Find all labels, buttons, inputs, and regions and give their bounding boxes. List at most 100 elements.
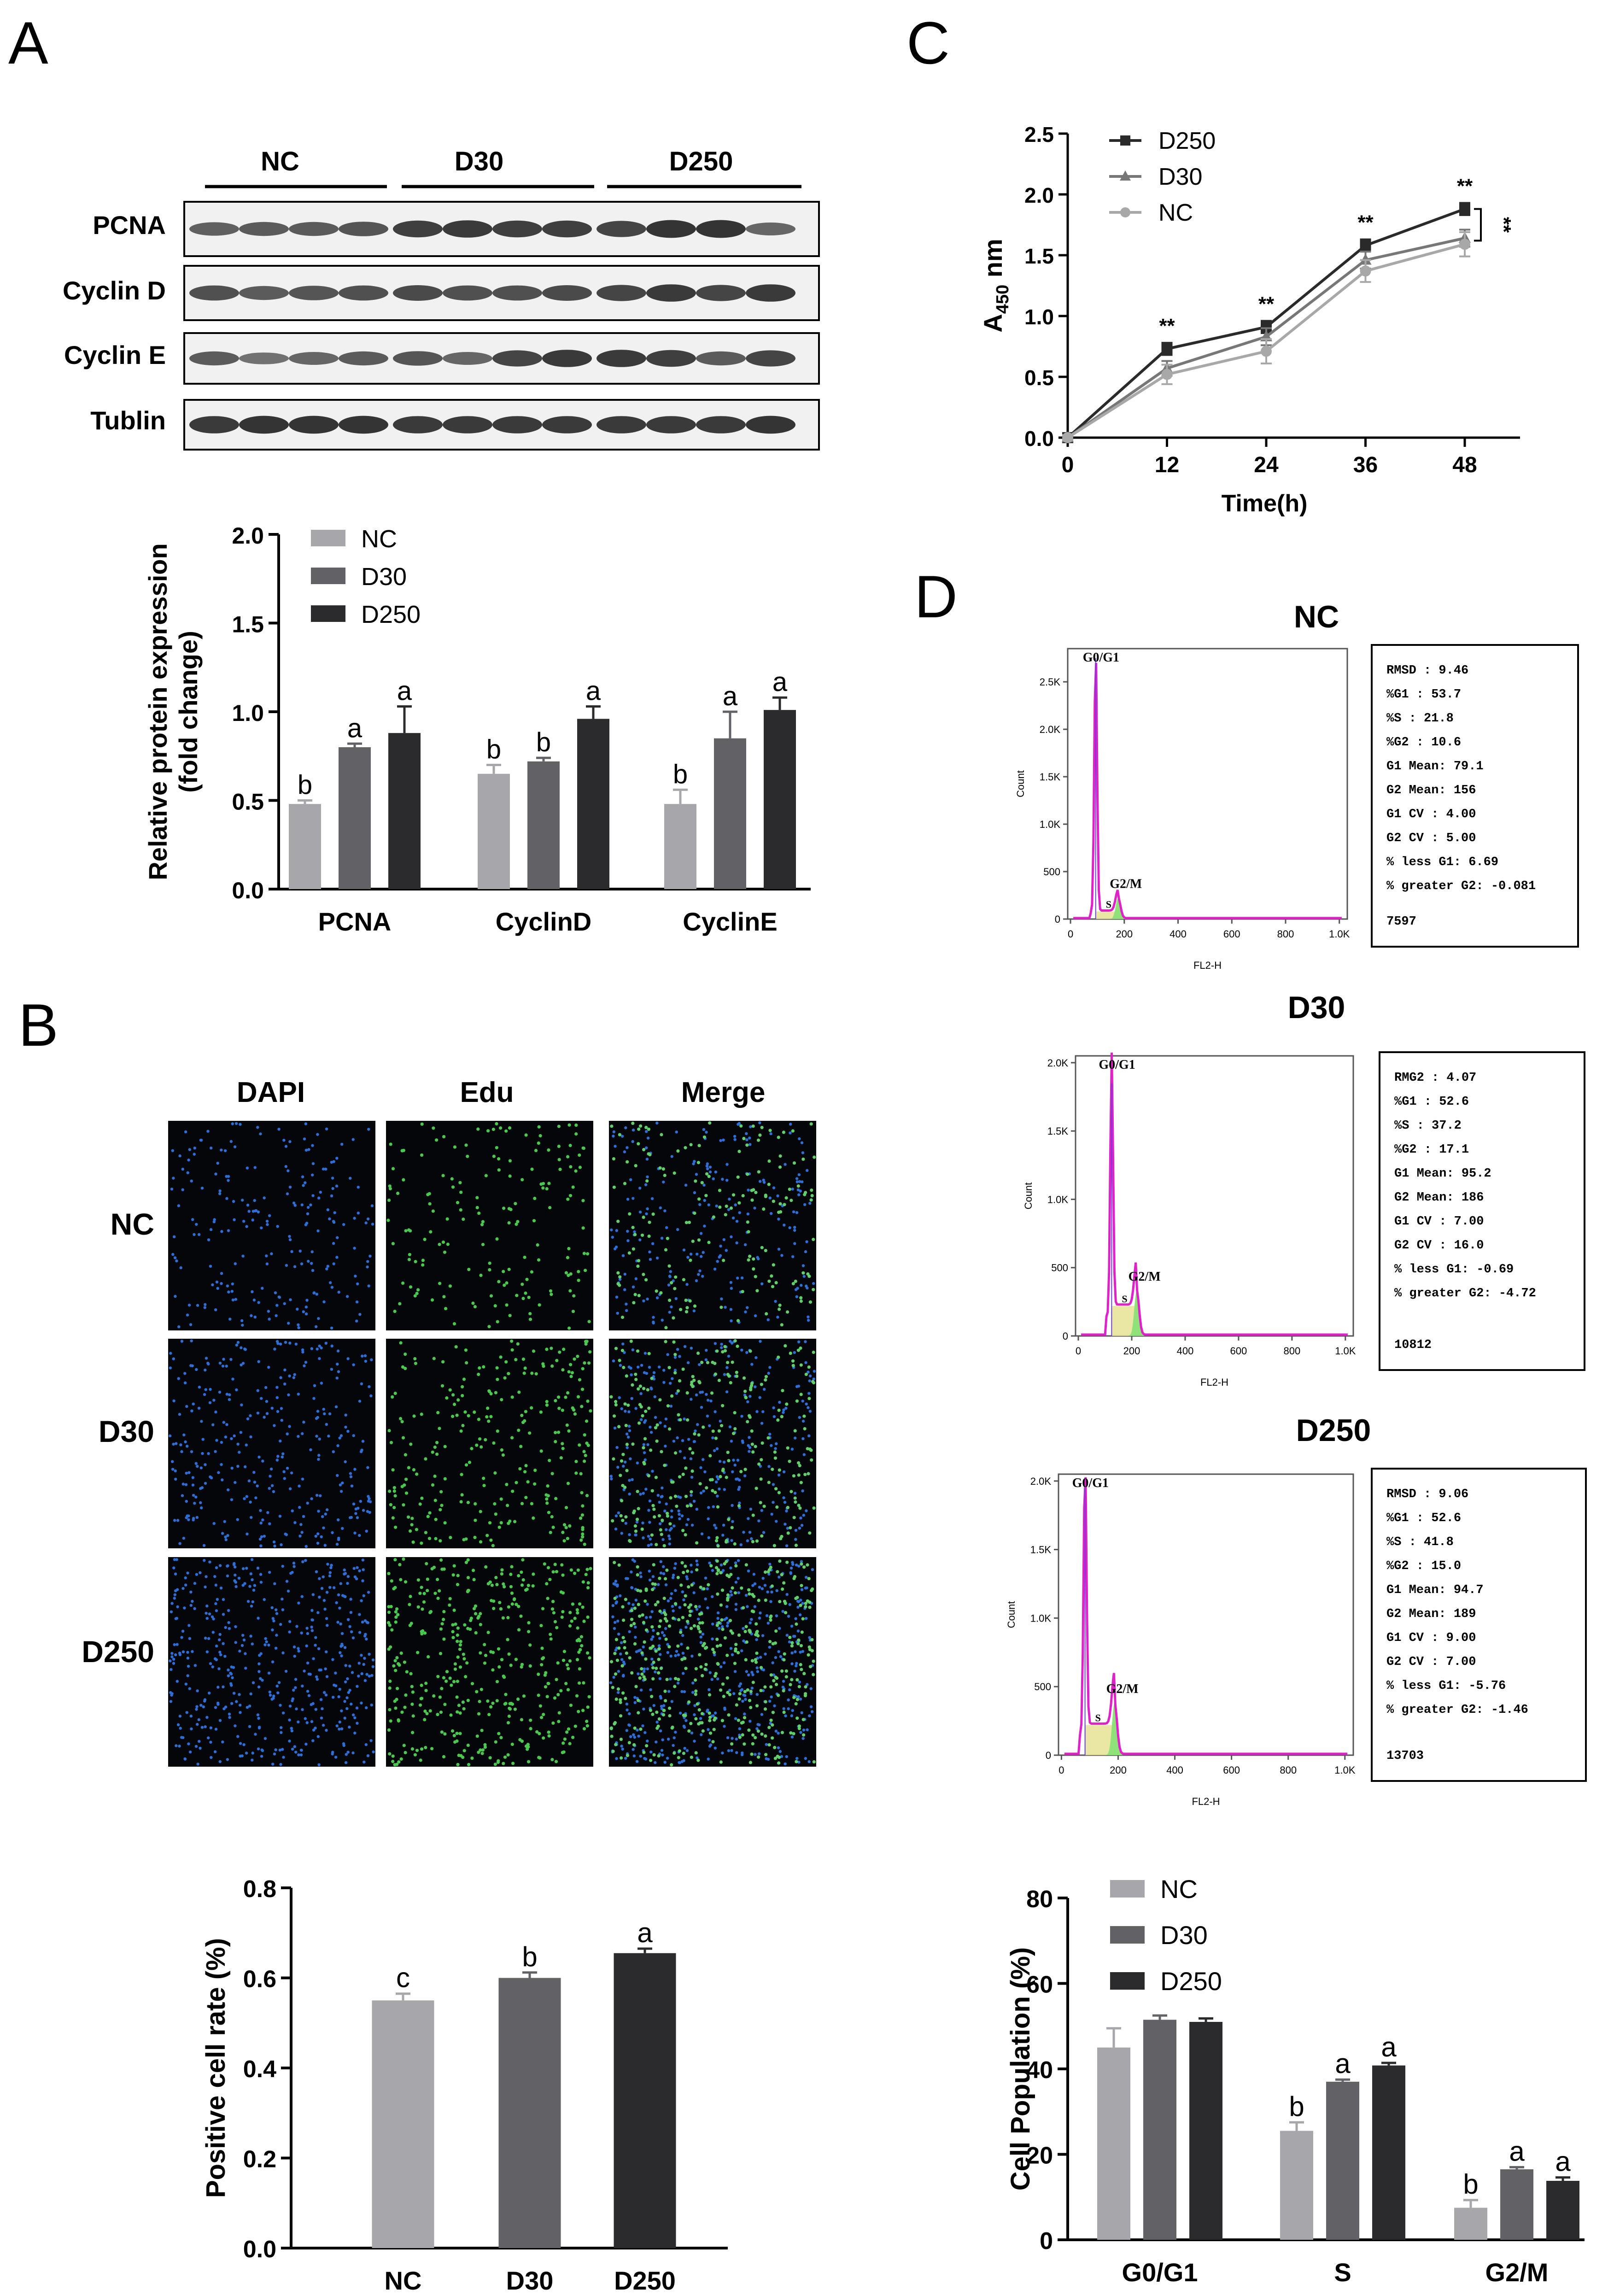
edu-dot bbox=[798, 1464, 801, 1467]
nucleus-dot bbox=[342, 1744, 345, 1747]
nucleus-dot bbox=[745, 1670, 749, 1673]
edu-dot bbox=[789, 1683, 792, 1687]
blot-band bbox=[443, 416, 492, 433]
nucleus-dot bbox=[173, 1643, 176, 1646]
nucleus-dot bbox=[331, 1177, 334, 1180]
nucleus-dot bbox=[614, 1527, 618, 1531]
edu-dot bbox=[725, 1540, 728, 1544]
nucleus-dot bbox=[288, 1487, 292, 1490]
nucleus-dot bbox=[215, 1609, 218, 1612]
edu-dot bbox=[775, 1505, 779, 1509]
nucleus-dot bbox=[702, 1183, 706, 1187]
nucleus-dot bbox=[307, 1672, 310, 1676]
nucleus-dot bbox=[257, 1747, 260, 1751]
nucleus-dot bbox=[744, 1698, 747, 1701]
nucleus-dot bbox=[637, 1672, 640, 1675]
edu-dot bbox=[631, 1383, 634, 1387]
edu-dot bbox=[431, 1450, 434, 1454]
edu-dot bbox=[799, 1644, 803, 1647]
nucleus-dot bbox=[182, 1433, 186, 1436]
nucleus-dot bbox=[685, 1749, 689, 1752]
edu-dot bbox=[516, 1220, 520, 1224]
nucleus-dot bbox=[288, 1718, 291, 1722]
nucleus-dot bbox=[256, 1713, 260, 1716]
nucleus-dot bbox=[760, 1509, 764, 1512]
bar bbox=[339, 747, 371, 889]
edu-dot bbox=[766, 1436, 770, 1440]
y-tick-label: 0 bbox=[1040, 2228, 1053, 2255]
nucleus-dot bbox=[634, 1407, 637, 1410]
edu-dot bbox=[637, 1421, 641, 1425]
nucleus-dot bbox=[169, 1659, 172, 1663]
edu-dot bbox=[767, 1279, 771, 1283]
edu-dot bbox=[567, 1326, 571, 1330]
nucleus-dot bbox=[239, 1711, 242, 1714]
nucleus-dot bbox=[198, 1233, 201, 1236]
nucleus-dot bbox=[317, 1647, 321, 1651]
nucleus-dot bbox=[638, 1648, 642, 1652]
nucleus-dot bbox=[639, 1688, 643, 1692]
nucleus-dot bbox=[727, 1208, 731, 1211]
nucleus-dot bbox=[611, 1604, 615, 1607]
edu-dot bbox=[661, 1713, 666, 1716]
nucleus-dot bbox=[220, 1230, 223, 1233]
nucleus-dot bbox=[277, 1128, 281, 1131]
nucleus-dot bbox=[198, 1740, 201, 1743]
nucleus-dot bbox=[209, 1662, 212, 1665]
nucleus-dot bbox=[747, 1189, 750, 1192]
x-tick-label: 400 bbox=[1177, 1345, 1194, 1357]
edu-dot bbox=[416, 1651, 420, 1654]
nucleus-dot bbox=[191, 1476, 195, 1479]
edu-dot bbox=[451, 1393, 455, 1397]
nucleus-dot bbox=[805, 1284, 808, 1288]
edu-dot bbox=[696, 1758, 700, 1762]
edu-dot bbox=[746, 1688, 749, 1692]
edu-dot bbox=[777, 1136, 780, 1139]
edu-dot bbox=[788, 1635, 792, 1639]
nucleus-dot bbox=[724, 1306, 727, 1309]
nucleus-dot bbox=[628, 1630, 631, 1634]
edu-dot bbox=[707, 1583, 710, 1587]
edu-dot bbox=[778, 1600, 782, 1604]
edu-dot bbox=[585, 1494, 589, 1498]
edu-dot bbox=[647, 1127, 650, 1131]
edu-dot bbox=[395, 1763, 399, 1766]
edu-dot bbox=[683, 1657, 687, 1660]
edu-dot bbox=[394, 1525, 398, 1529]
edu-dot bbox=[549, 1637, 553, 1641]
edu-dot bbox=[511, 1762, 515, 1765]
edu-dot bbox=[424, 1531, 428, 1535]
nucleus-dot bbox=[257, 1670, 261, 1673]
edu-dot bbox=[760, 1125, 764, 1130]
edu-dot bbox=[768, 1640, 772, 1644]
edu-dot bbox=[619, 1698, 622, 1702]
nucleus-dot bbox=[259, 1521, 263, 1525]
edu-dot bbox=[411, 1540, 415, 1544]
edu-dot bbox=[778, 1303, 782, 1307]
nucleus-dot bbox=[236, 1735, 240, 1738]
nucleus-dot bbox=[314, 1727, 317, 1730]
edu-dot bbox=[586, 1400, 590, 1403]
nucleus-dot bbox=[802, 1728, 806, 1732]
x-tick-label: 48 bbox=[1452, 453, 1477, 477]
nucleus-dot bbox=[303, 1669, 306, 1673]
edu-dot bbox=[677, 1413, 680, 1417]
edu-dot bbox=[397, 1719, 401, 1723]
edu-dot bbox=[773, 1456, 777, 1460]
edu-dot bbox=[432, 1357, 436, 1360]
edu-dot bbox=[436, 1713, 439, 1716]
legend-marker bbox=[1120, 207, 1130, 217]
edu-dot bbox=[714, 1436, 718, 1440]
edu-dot bbox=[698, 1612, 702, 1616]
nucleus-dot bbox=[251, 1758, 254, 1762]
edu-dot bbox=[667, 1645, 671, 1649]
edu-dot bbox=[553, 1563, 557, 1566]
edu-dot bbox=[674, 1275, 678, 1279]
nucleus-dot bbox=[176, 1605, 179, 1609]
nucleus-dot bbox=[332, 1221, 336, 1224]
nucleus-dot bbox=[168, 1434, 172, 1437]
nucleus-dot bbox=[218, 1189, 222, 1193]
edu-dot bbox=[723, 1636, 727, 1640]
edu-dot bbox=[782, 1710, 786, 1714]
edu-dot bbox=[505, 1281, 509, 1285]
